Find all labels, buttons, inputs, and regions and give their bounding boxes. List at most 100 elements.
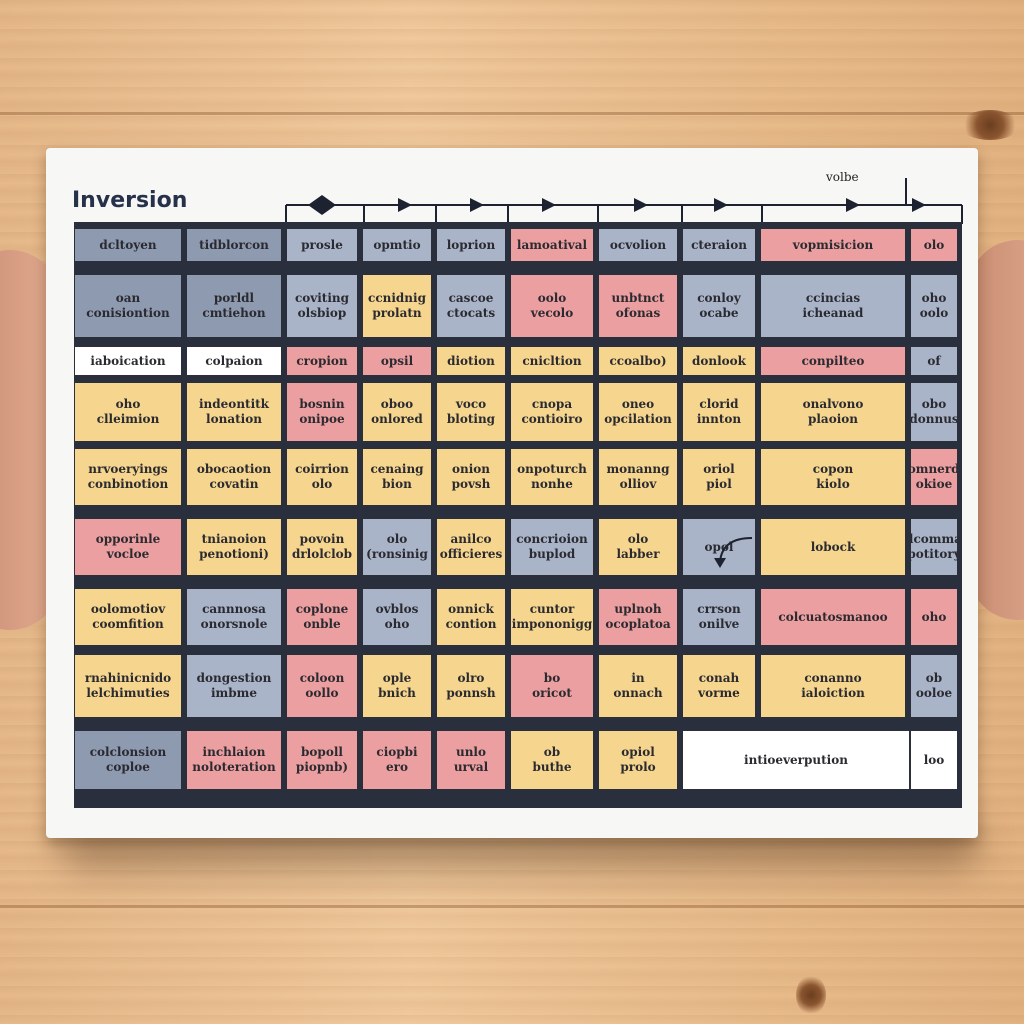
- grid-cell: cannnosa onorsnole: [186, 588, 282, 646]
- grid-cell: conah vorme: [682, 654, 756, 718]
- grid-cell: vopmisicion: [760, 228, 906, 262]
- grid-cell: voco bloting: [436, 382, 506, 442]
- grid-cell: tnianoion penotioni): [186, 518, 282, 576]
- grid-cell: olo (ronsinig: [362, 518, 432, 576]
- grid-cell: colpaion: [186, 346, 282, 376]
- arrow-right-icon: [470, 198, 484, 212]
- arrow-right-icon: [912, 198, 926, 212]
- grid-cell: conloy ocabe: [682, 274, 756, 338]
- grid-cell: onnick contion: [436, 588, 506, 646]
- flow-arrows: [285, 178, 963, 224]
- grid-cell: uplnoh ocoplatoa: [598, 588, 678, 646]
- grid-cell: ob ooloe: [910, 654, 958, 718]
- grid-cell: cnicltion: [510, 346, 594, 376]
- wood-knot: [960, 110, 1020, 140]
- grid-cell: povoin drlolclob: [286, 518, 358, 576]
- grid-cell: bosnin onipoe: [286, 382, 358, 442]
- grid-cell: conpilteo: [760, 346, 906, 376]
- grid-cell: unbtnct ofonas: [598, 274, 678, 338]
- arrow-right-icon: [714, 198, 728, 212]
- grid-cell: donlook: [682, 346, 756, 376]
- grid-cell: colclonsion coploe: [74, 730, 182, 790]
- grid-cell: copon kiolo: [760, 448, 906, 506]
- grid-cell: oriol piol: [682, 448, 756, 506]
- grid-cell: opmtio: [362, 228, 432, 262]
- grid-cell: unlo urval: [436, 730, 506, 790]
- grid-cell: of: [910, 346, 958, 376]
- arrow-right-icon: [846, 198, 860, 212]
- grid-cell: cteraion: [682, 228, 756, 262]
- grid-cell: olo: [910, 228, 958, 262]
- grid-cell: oolo vecolo: [510, 274, 594, 338]
- grid-cell: coloon oollo: [286, 654, 358, 718]
- grid-cell: olro ponnsh: [436, 654, 506, 718]
- grid-cell: colcuatosmanoo: [760, 588, 906, 646]
- grid-cell: nelcommato potitory: [910, 518, 958, 576]
- grid-cell: opiol prolo: [598, 730, 678, 790]
- corner-label: volbe: [826, 170, 859, 184]
- grid-cell: tidblorcon: [186, 228, 282, 262]
- curved-arrow-icon: [714, 537, 753, 568]
- grid-cell: ocvolion: [598, 228, 678, 262]
- inversion-grid: dcltoyen tidblorcon prosle opmtio loprion lam…: [74, 222, 962, 808]
- grid-cell: anilco officieres: [436, 518, 506, 576]
- arrow-right-icon: [398, 198, 412, 212]
- grid-cell: coviting olsbiop: [286, 274, 358, 338]
- grid-cell: nrvoeryings conbinotion: [74, 448, 182, 506]
- grid-cell: comnerdo okioe: [910, 448, 958, 506]
- grid-cell: oan conisiontion: [74, 274, 182, 338]
- grid-cell: loprion: [436, 228, 506, 262]
- grid-cell: obo donnus: [910, 382, 958, 442]
- grid-cell: ople bnich: [362, 654, 432, 718]
- grid-cell: cascoe ctocats: [436, 274, 506, 338]
- grid-cell: prosle: [286, 228, 358, 262]
- grid-cell: cnopa contioiro: [510, 382, 594, 442]
- grid-cell: ovblos oho: [362, 588, 432, 646]
- grid-cell: cuntor impononigg: [510, 588, 594, 646]
- grid-cell: conanno ialoiction: [760, 654, 906, 718]
- grid-cell: iaboication: [74, 346, 182, 376]
- grid-cell: monanng olliov: [598, 448, 678, 506]
- grid-cell: indeontitk lonation: [186, 382, 282, 442]
- grid-cell: oneo opcilation: [598, 382, 678, 442]
- grid-cell: porldl cmtiehon: [186, 274, 282, 338]
- grid-cell: lamoatival: [510, 228, 594, 262]
- grid-cell: ciopbi ero: [362, 730, 432, 790]
- grid-cell: oho oolo: [910, 274, 958, 338]
- grid-cell: intioeverpution: [682, 730, 910, 790]
- grid-cell: diotion: [436, 346, 506, 376]
- wood-knot: [796, 975, 826, 1015]
- grid-cell: crrson onilve: [682, 588, 756, 646]
- grid-cell: cenaing bion: [362, 448, 432, 506]
- grid-cell: loo: [910, 730, 958, 790]
- grid-cell: clorid innton: [682, 382, 756, 442]
- grid-cell: inchlaion noloteration: [186, 730, 282, 790]
- diamond-icon: [308, 195, 336, 215]
- grid-cell: coplone onble: [286, 588, 358, 646]
- grid-cell: bo oricot: [510, 654, 594, 718]
- grid-cell: olo labber: [598, 518, 678, 576]
- grid-cell: onpoturch nonhe: [510, 448, 594, 506]
- grid-cell: oho: [910, 588, 958, 646]
- grid-cell: ccnidnig prolatn: [362, 274, 432, 338]
- grid-cell: dongestion imbme: [186, 654, 282, 718]
- grid-cell: onion povsh: [436, 448, 506, 506]
- grid-cell: cropion: [286, 346, 358, 376]
- wood-plank-seam: [0, 905, 1024, 908]
- wood-plank-seam: [0, 112, 1024, 115]
- grid-cell: oho clleimion: [74, 382, 182, 442]
- grid-cell: opporinle vocloe: [74, 518, 182, 576]
- grid-cell: rnahinicnido lelchimuties: [74, 654, 182, 718]
- grid-cell: obocaotion covatin: [186, 448, 282, 506]
- arrow-right-icon: [634, 198, 648, 212]
- grid-cell: in onnach: [598, 654, 678, 718]
- grid-cell: concrioion buplod: [510, 518, 594, 576]
- arrow-right-icon: [542, 198, 556, 212]
- grid-cell: dcltoyen: [74, 228, 182, 262]
- chart-card: Inversion volbe dcltoyen tidblorcon prosle…: [46, 148, 978, 838]
- grid-cell: bopoll piopnb): [286, 730, 358, 790]
- grid-cell: lobock: [760, 518, 906, 576]
- grid-cell: ob buthe: [510, 730, 594, 790]
- grid-cell: ccoalbo): [598, 346, 678, 376]
- card-title: Inversion: [72, 188, 188, 213]
